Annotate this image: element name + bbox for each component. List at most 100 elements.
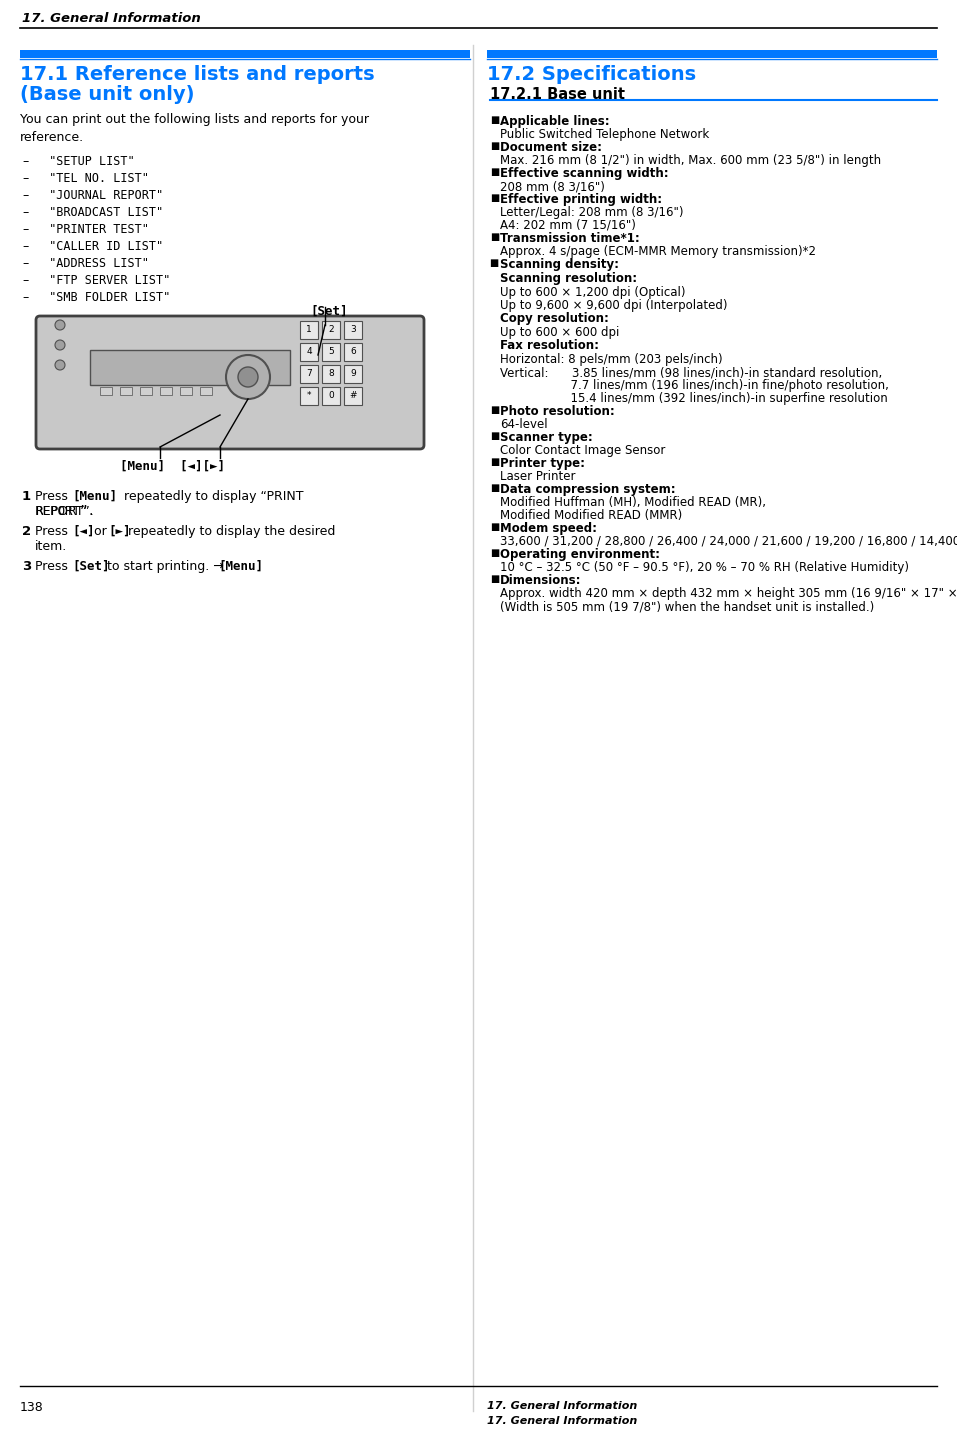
Text: Press: Press [35, 525, 72, 537]
Text: ■: ■ [490, 405, 500, 415]
Text: (Width is 505 mm (19 7/8") when the handset unit is installed.): (Width is 505 mm (19 7/8") when the hand… [500, 599, 875, 612]
Text: to start printing. →: to start printing. → [103, 561, 228, 574]
Text: Dimensions:: Dimensions: [500, 574, 582, 586]
Text: ■: ■ [490, 141, 500, 151]
Circle shape [55, 340, 65, 350]
Text: Up to 600 × 1,200 dpi (Optical): Up to 600 × 1,200 dpi (Optical) [500, 285, 685, 298]
Text: A4: 202 mm (7 15/16"): A4: 202 mm (7 15/16") [500, 219, 635, 232]
Text: Scanner type:: Scanner type: [500, 431, 592, 444]
Text: [Menu]: [Menu] [218, 561, 263, 574]
Text: Effective scanning width:: Effective scanning width: [500, 167, 669, 180]
Text: "SETUP LIST": "SETUP LIST" [42, 156, 135, 169]
Bar [344, 365, 362, 383]
Text: "CALLER ID LIST": "CALLER ID LIST" [42, 241, 163, 254]
FancyBboxPatch shape [36, 316, 424, 450]
Bar [322, 365, 340, 383]
Text: Up to 9,600 × 9,600 dpi (Interpolated): Up to 9,600 × 9,600 dpi (Interpolated) [500, 298, 727, 313]
Text: 7: 7 [306, 369, 312, 378]
Text: 7.7 lines/mm (196 lines/inch)-in fine/photo resolution,: 7.7 lines/mm (196 lines/inch)-in fine/ph… [500, 379, 889, 392]
Text: Photo resolution:: Photo resolution: [500, 405, 614, 418]
Text: Modem speed:: Modem speed: [500, 522, 597, 535]
Text: 17.2 Specifications: 17.2 Specifications [487, 65, 696, 84]
Bar [20, 50, 470, 58]
Text: ■: ■ [490, 574, 500, 584]
Text: Scanning resolution:: Scanning resolution: [500, 272, 637, 285]
Bar [200, 388, 212, 395]
Text: 64-level: 64-level [500, 418, 547, 431]
Text: Approx. 4 s/page (ECM-MMR Memory transmission)*2: Approx. 4 s/page (ECM-MMR Memory transmi… [500, 245, 816, 258]
Text: 138: 138 [20, 1401, 44, 1414]
Text: –: – [22, 189, 29, 202]
Bar [90, 350, 290, 385]
Text: 0: 0 [328, 391, 334, 401]
Text: *: * [307, 391, 311, 401]
Text: 8: 8 [328, 369, 334, 378]
Text: 2: 2 [328, 326, 334, 334]
Text: ■: ■ [490, 193, 500, 203]
Bar [300, 388, 318, 405]
Text: –: – [22, 223, 29, 236]
Bar [322, 321, 340, 339]
Text: 33,600 / 31,200 / 28,800 / 26,400 / 24,000 / 21,600 / 19,200 / 16,800 / 14,400 /: 33,600 / 31,200 / 28,800 / 26,400 / 24,0… [500, 535, 957, 548]
Text: [Set]: [Set] [72, 561, 109, 574]
Text: [Set]: [Set] [310, 305, 347, 318]
Text: "BROADCAST LIST": "BROADCAST LIST" [42, 206, 163, 219]
Bar [344, 321, 362, 339]
Bar [344, 388, 362, 405]
Text: 17.2.1 Base unit: 17.2.1 Base unit [490, 86, 625, 102]
Text: 3: 3 [350, 326, 356, 334]
Text: 17.1 Reference lists and reports: 17.1 Reference lists and reports [20, 65, 374, 84]
Text: [Menu]  [◄][►]: [Menu] [◄][►] [120, 460, 225, 473]
Text: "SMB FOLDER LIST": "SMB FOLDER LIST" [42, 291, 170, 304]
Circle shape [55, 360, 65, 370]
Text: "TEL NO. LIST": "TEL NO. LIST" [42, 171, 149, 184]
Text: –: – [22, 256, 29, 269]
Text: Press: Press [35, 490, 72, 503]
Circle shape [226, 354, 270, 399]
Text: 6: 6 [350, 347, 356, 356]
Text: ■: ■ [490, 548, 500, 558]
Text: –: – [22, 156, 29, 169]
Text: Modified Huffman (MH), Modified READ (MR),: Modified Huffman (MH), Modified READ (MR… [500, 496, 766, 509]
Text: ■: ■ [490, 457, 500, 467]
Text: item.: item. [35, 540, 67, 553]
Text: Transmission time*1:: Transmission time*1: [500, 232, 639, 245]
Text: ■: ■ [490, 167, 500, 177]
Text: ■: ■ [490, 232, 500, 242]
Text: Copy resolution:: Copy resolution: [500, 313, 609, 326]
Text: 4: 4 [306, 347, 312, 356]
Text: 1: 1 [22, 490, 32, 503]
Text: ■: ■ [490, 483, 500, 493]
Text: Public Switched Telephone Network: Public Switched Telephone Network [500, 128, 709, 141]
Text: 10 °C – 32.5 °C (50 °F – 90.5 °F), 20 % – 70 % RH (Relative Humidity): 10 °C – 32.5 °C (50 °F – 90.5 °F), 20 % … [500, 561, 909, 574]
Text: "ADDRESS LIST": "ADDRESS LIST" [42, 256, 149, 269]
Text: Operating environment:: Operating environment: [500, 548, 660, 561]
Bar [487, 50, 937, 58]
Text: Scanning density:: Scanning density: [500, 258, 619, 271]
Text: [◄]: [◄] [72, 525, 95, 537]
Bar [160, 388, 172, 395]
Text: REPORT”.: REPORT”. [35, 504, 95, 517]
Text: Laser Printer: Laser Printer [500, 470, 575, 483]
Text: [Menu]: [Menu] [72, 490, 117, 503]
Text: "FTP SERVER LIST": "FTP SERVER LIST" [42, 274, 170, 287]
Text: –: – [22, 206, 29, 219]
Text: Approx. width 420 mm × depth 432 mm × height 305 mm (16 9/16" × 17" × 12"): Approx. width 420 mm × depth 432 mm × he… [500, 586, 957, 599]
Bar [100, 388, 112, 395]
Text: REPORT”.: REPORT”. [35, 504, 95, 517]
Text: repeatedly to display “PRINT: repeatedly to display “PRINT [120, 490, 303, 503]
Text: 9: 9 [350, 369, 356, 378]
Text: You can print out the following lists and reports for your
reference.: You can print out the following lists an… [20, 112, 369, 144]
Text: 17. General Information: 17. General Information [487, 1401, 637, 1411]
Bar [140, 388, 152, 395]
Text: Up to 600 × 600 dpi: Up to 600 × 600 dpi [500, 326, 619, 339]
Text: Press: Press [35, 561, 72, 574]
Circle shape [55, 320, 65, 330]
Text: 5: 5 [328, 347, 334, 356]
Text: #: # [349, 391, 357, 401]
Text: Horizontal: 8 pels/mm (203 pels/inch): Horizontal: 8 pels/mm (203 pels/inch) [500, 353, 723, 366]
Text: (Base unit only): (Base unit only) [20, 85, 194, 104]
Text: –: – [22, 291, 29, 304]
Bar [322, 388, 340, 405]
Text: ■: ■ [490, 431, 500, 441]
